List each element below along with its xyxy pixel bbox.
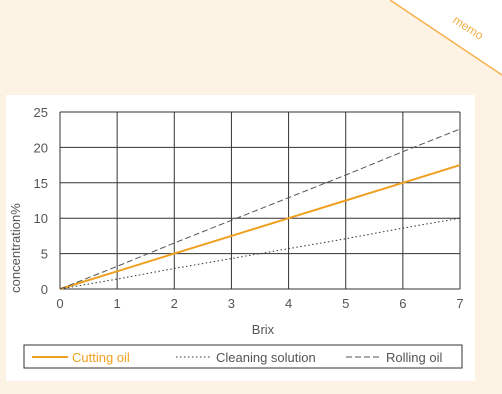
y-tick-label: 25 xyxy=(34,105,48,120)
x-tick-label: 5 xyxy=(342,296,349,311)
legend-label: Cleaning solution xyxy=(216,350,316,365)
y-tick-label: 20 xyxy=(34,140,48,155)
y-tick-label: 5 xyxy=(41,247,48,262)
x-tick-label: 3 xyxy=(228,296,235,311)
x-tick-label: 7 xyxy=(456,296,463,311)
chart-grid xyxy=(59,111,461,290)
x-tick-label: 1 xyxy=(114,296,121,311)
x-tick-label: 0 xyxy=(56,296,63,311)
series-line-rolling-oil xyxy=(59,128,461,290)
x-axis-label: Brix xyxy=(252,322,275,337)
x-tick-label: 2 xyxy=(171,296,178,311)
y-tick-label: 0 xyxy=(41,282,48,297)
memo-corner-edge xyxy=(389,0,502,76)
chart-panel: 0 1 2 3 4 5 6 7 0 5 10 15 20 25 Brix concentration% C… xyxy=(6,95,475,381)
chart: 0 1 2 3 4 5 6 7 0 5 10 15 20 25 Brix concentration% C… xyxy=(8,105,464,369)
y-tick-label: 15 xyxy=(34,176,48,191)
legend: Cutting oil Cleaning solution Rolling oil xyxy=(23,344,463,369)
legend-label: Rolling oil xyxy=(386,350,442,365)
legend-label: Cutting oil xyxy=(72,350,130,365)
legend-box xyxy=(23,344,463,369)
x-tick-label: 4 xyxy=(285,296,292,311)
chart-series xyxy=(59,128,461,290)
x-tick-label: 6 xyxy=(399,296,406,311)
y-tick-label: 10 xyxy=(34,211,48,226)
y-axis-label: concentration% xyxy=(8,203,23,293)
chart-ticks: 0 1 2 3 4 5 6 7 0 5 10 15 20 25 xyxy=(34,105,464,311)
series-line-cutting-oil xyxy=(59,164,461,290)
